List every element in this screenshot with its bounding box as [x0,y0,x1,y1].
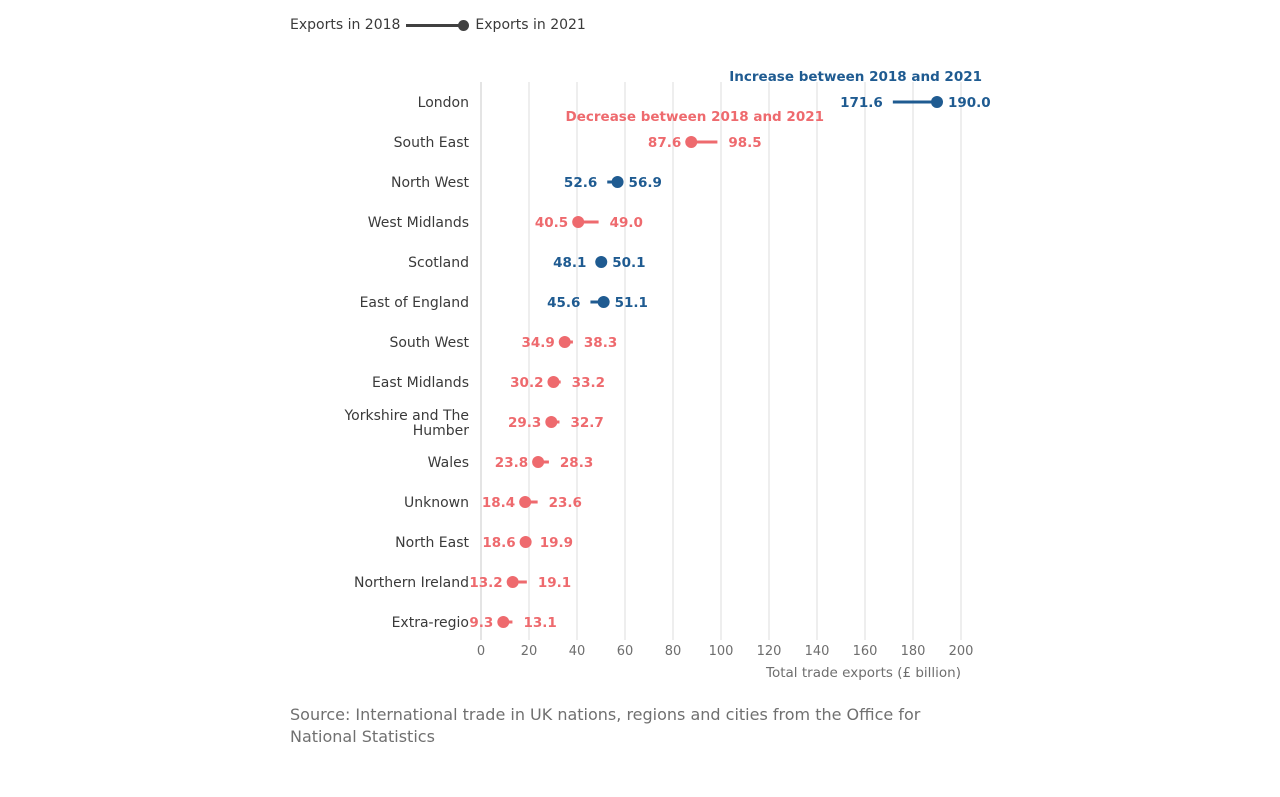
value-label-2018: 23.6 [549,495,582,511]
category-label: East Midlands [372,375,469,391]
x-tick-label: 200 [949,644,974,659]
category-label: Northern Ireland [354,575,469,591]
legend-end-label: Exports in 2021 [475,17,586,33]
category-label: East of England [360,295,469,311]
legend-start-label: Exports in 2018 [290,17,401,33]
point-2021 [519,496,532,508]
point-2021 [572,216,585,228]
x-tick-label: 80 [665,644,682,659]
point-2021 [532,456,545,468]
value-label-2021: 50.1 [612,255,645,271]
point-2021 [506,576,519,588]
value-label-2021: 29.3 [508,415,541,431]
value-label-2018: 19.9 [540,535,573,551]
category-label: Yorkshire and The [343,408,469,424]
value-label-2021: 87.6 [648,135,681,151]
value-label-2018: 13.1 [523,615,556,631]
point-2021 [558,336,571,348]
point-2021 [519,536,532,548]
value-label-2021: 9.3 [469,615,493,631]
point-2021 [547,376,560,388]
value-label-2018: 52.6 [564,175,597,191]
category-label: Unknown [404,495,469,511]
value-label-2021: 18.6 [482,535,515,551]
x-axis-title: Total trade exports (£ billion) [765,665,961,681]
legend-dot-symbol [458,19,470,31]
value-label-2018: 32.7 [570,415,603,431]
value-label-2018: 28.3 [560,455,593,471]
value-label-2021: 40.5 [535,215,568,231]
legend-line-symbol [406,23,463,27]
value-label-2018: 33.2 [572,375,605,391]
value-label-2021: 23.8 [495,455,528,471]
value-label-2021: 51.1 [615,295,648,311]
x-tick-label: 140 [805,644,830,659]
category-label: Wales [428,455,469,471]
category-label: South East [394,135,470,151]
category-label: London [418,95,469,111]
value-label-2018: 171.6 [840,95,883,111]
value-label-2021: 56.9 [629,175,662,191]
category-label: Humber [413,423,470,439]
category-label: North East [395,535,469,551]
x-tick-label: 160 [853,644,878,659]
annotation-decrease: Decrease between 2018 and 2021 [566,109,824,125]
dumbbell-chart: 0 20 40 60 80 100 120 140 160 180 200 Total trade e… [343,69,991,681]
point-2021 [497,616,510,628]
point-2021 [685,136,698,148]
x-tick-label: 40 [569,644,586,659]
value-label-2018: 38.3 [584,335,617,351]
value-label-2018: 45.6 [547,295,580,311]
chart-legend: Exports in 2018 Exports in 2021 [290,15,586,35]
point-2021 [597,296,610,308]
x-tick-label: 120 [757,644,782,659]
value-label-2018: 48.1 [553,255,586,271]
point-2021 [595,256,608,268]
x-tick-label: 20 [521,644,538,659]
x-tick-label: 100 [709,644,734,659]
value-label-2018: 19.1 [538,575,571,591]
value-label-2021: 190.0 [948,95,991,111]
point-2021 [931,96,943,108]
x-tick-label: 180 [901,644,926,659]
point-2021 [611,176,624,188]
category-label: Extra-regio [392,615,469,631]
value-label-2018: 98.5 [728,135,761,151]
category-label: South West [389,335,469,351]
source-note: Source: International trade in UK nation… [290,705,921,746]
value-label-2021: 13.2 [469,575,502,591]
value-label-2021: 30.2 [510,375,543,391]
category-label: North West [391,175,470,191]
point-2021 [545,416,558,428]
value-label-2021: 34.9 [521,335,554,351]
annotation-increase: Increase between 2018 and 2021 [729,69,982,85]
category-label: Scotland [408,255,469,271]
value-label-2018: 49.0 [610,215,643,231]
category-label: West Midlands [368,215,469,231]
x-tick-label: 0 [477,644,485,659]
value-label-2021: 18.4 [482,495,515,511]
x-tick-label: 60 [617,644,634,659]
